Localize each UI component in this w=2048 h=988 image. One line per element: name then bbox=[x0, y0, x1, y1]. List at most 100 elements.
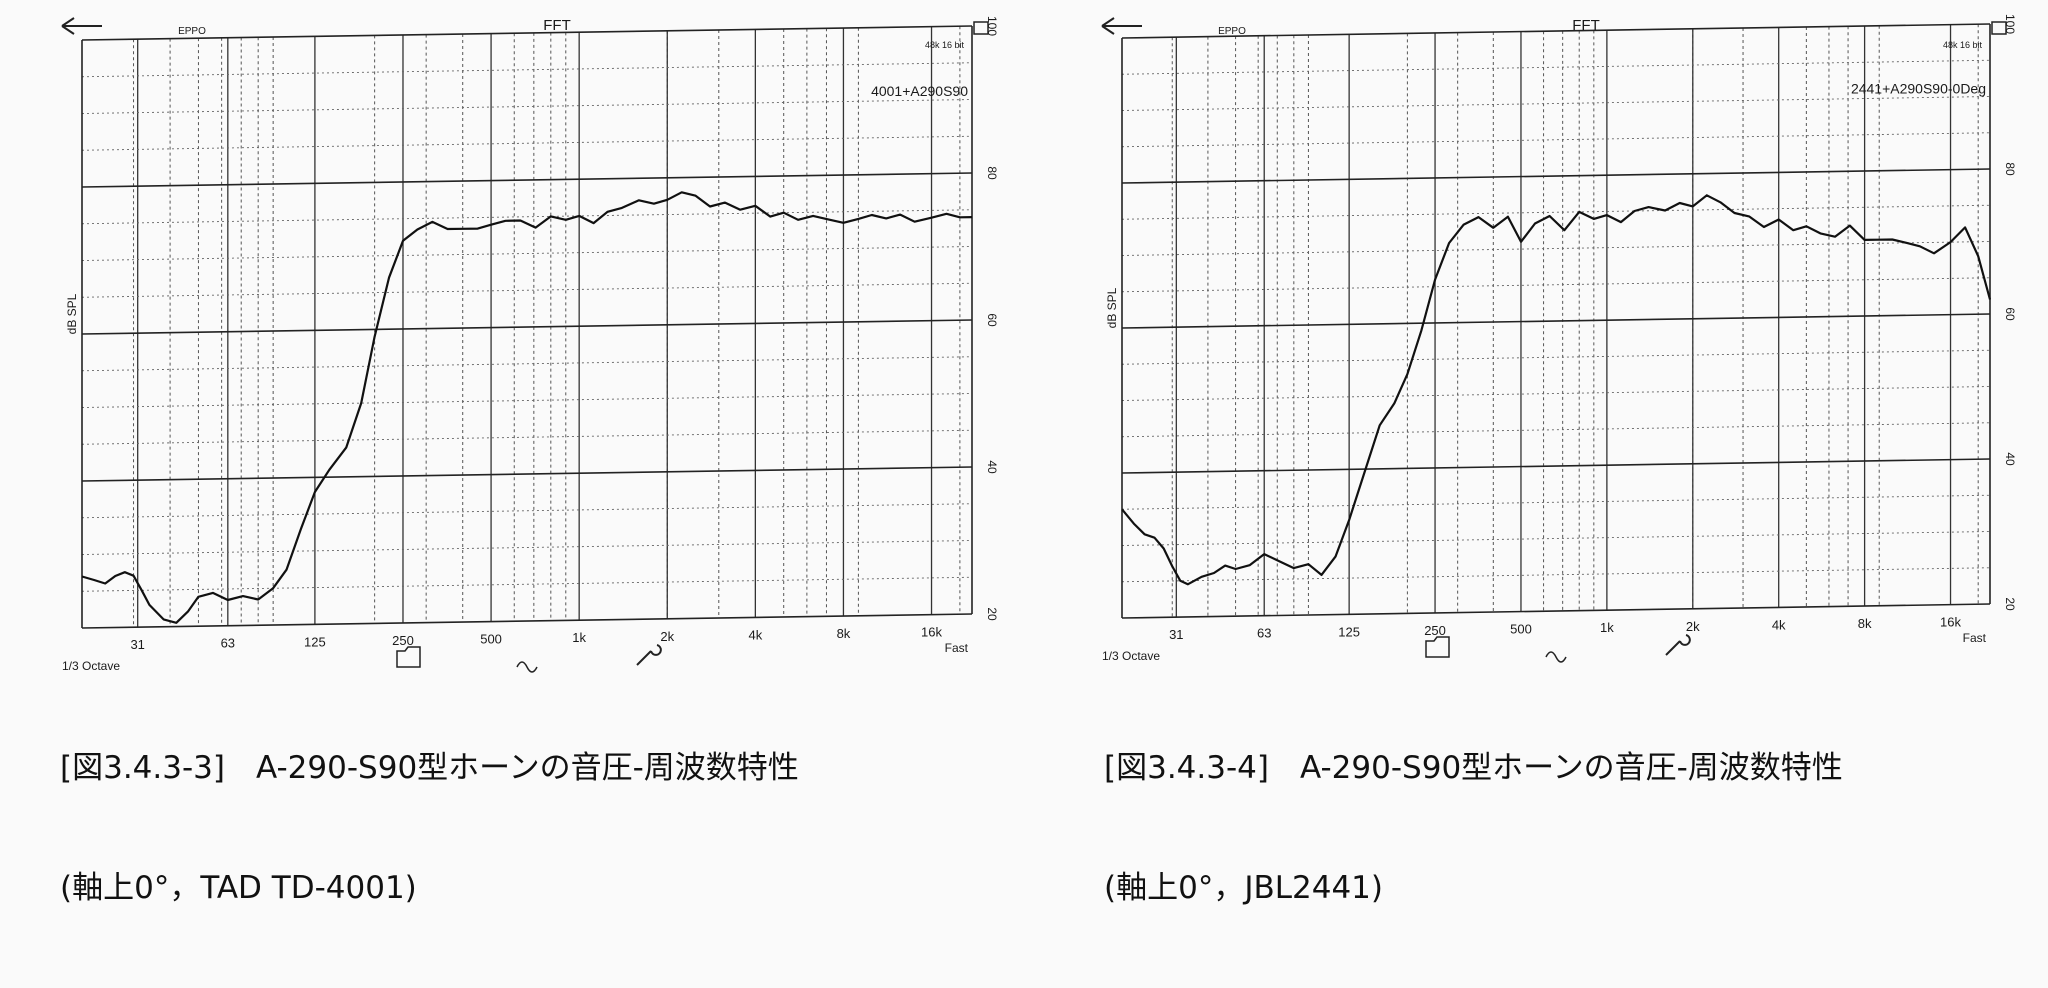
x-tick-label: 4k bbox=[748, 627, 762, 642]
window-icon bbox=[1991, 21, 2007, 35]
header-left-label: EPPO bbox=[1218, 26, 1246, 37]
caption-line-2: (軸上0°，TAD TD-4001) bbox=[60, 870, 417, 906]
back-arrow-icon bbox=[1101, 17, 1142, 35]
octave-label: 1/3 Octave bbox=[1102, 649, 1160, 663]
series-line bbox=[1121, 194, 1992, 586]
grid-line-minor-h bbox=[81, 540, 973, 555]
grid-line-major-h bbox=[81, 319, 973, 335]
x-tick-label: 500 bbox=[1510, 622, 1532, 637]
grid-line-major-h bbox=[81, 466, 973, 482]
fft-chart-right: 31 63 125 250 500 1k 2k 4k 8k 16k 20 40 60 80 100 dB SP… bbox=[1101, 14, 2017, 663]
grid-line-minor-h bbox=[1121, 96, 1991, 111]
grid-line-minor-h bbox=[81, 503, 973, 519]
grid-line-major-h bbox=[1121, 168, 1991, 184]
x-tick-label: 63 bbox=[221, 636, 235, 651]
grid-line-major-h bbox=[1121, 458, 1991, 474]
x-tick-label: 1k bbox=[1600, 620, 1614, 635]
x-tick-label: 31 bbox=[1169, 627, 1183, 642]
grid-line-minor-h bbox=[81, 393, 973, 408]
grid-line-major-h bbox=[1121, 313, 1991, 329]
grid-line-minor-h bbox=[1121, 494, 1991, 510]
caption-line-2: (軸上0°，JBL2441) bbox=[1104, 870, 1383, 906]
grid-line-minor-h bbox=[1121, 241, 1991, 256]
y-tick-label: 60 bbox=[2003, 307, 2017, 321]
grid-line-minor-h bbox=[1121, 386, 1991, 401]
header-left-label: EPPO bbox=[178, 26, 206, 37]
x-tick-label: 125 bbox=[304, 634, 326, 649]
grid-line-major-h bbox=[81, 613, 973, 629]
x-tick-label: 1k bbox=[572, 630, 586, 645]
x-tick-label: 8k bbox=[1858, 616, 1872, 631]
y-axis-label: dB SPL bbox=[65, 293, 79, 334]
chart-title: FFT bbox=[1572, 17, 1600, 34]
grid-line-minor-h bbox=[81, 99, 973, 114]
x-tick-label: 2k bbox=[660, 629, 674, 644]
grid-line-minor-h bbox=[1121, 204, 1991, 220]
x-tick-label: 31 bbox=[130, 637, 144, 652]
x-tick-label: 2k bbox=[1686, 619, 1700, 634]
grid-line-major-h bbox=[81, 25, 973, 41]
chart-title: FFT bbox=[543, 17, 571, 34]
x-tick-labels: 31 63 125 250 500 1k 2k 4k 8k 16k bbox=[1169, 615, 1961, 642]
x-tick-label: 500 bbox=[480, 632, 502, 647]
chart-panel-left: 31 63 125 250 500 1k 2k 4k 8k 16k 20 40 60 80 100 dB SP… bbox=[0, 0, 1024, 906]
grid-line-major-h bbox=[81, 172, 973, 188]
x-tick-labels: 31 63 125 250 500 1k 2k 4k 8k 16k bbox=[130, 625, 942, 652]
octave-label: 1/3 Octave bbox=[62, 659, 120, 673]
grid-line-minor-h bbox=[1121, 531, 1991, 546]
folder-icon bbox=[396, 646, 421, 668]
grid-line-minor-h bbox=[1121, 132, 1991, 148]
grid-line-minor-h bbox=[1121, 422, 1991, 438]
figure-caption-left: [図3.4.3-3] A-290-S90型ホーンの音圧-周波数特性 (軸上0°，… bbox=[60, 668, 799, 988]
y-tick-label: 80 bbox=[2003, 162, 2017, 176]
y-tick-label: 100 bbox=[2003, 14, 2017, 34]
speed-label: Fast bbox=[945, 641, 969, 655]
wrench-icon bbox=[636, 644, 662, 666]
y-tick-label: 60 bbox=[985, 313, 999, 327]
grid bbox=[81, 25, 973, 629]
x-tick-label: 250 bbox=[1424, 623, 1446, 638]
x-tick-label: 8k bbox=[837, 626, 851, 641]
y-axis-label: dB SPL bbox=[1105, 287, 1119, 328]
grid-line-minor-h bbox=[1121, 567, 1991, 583]
caption-line-1: [図3.4.3-3] A-290-S90型ホーンの音圧-周波数特性 bbox=[60, 750, 799, 786]
series-line bbox=[81, 191, 973, 624]
grid-line-minor-h bbox=[1121, 277, 1991, 293]
header-right-label: 48k 16 bit bbox=[1943, 40, 1983, 50]
caption-line-1: [図3.4.3-4] A-290-S90型ホーンの音圧-周波数特性 bbox=[1104, 750, 1843, 786]
chart-panel-right: 31 63 125 250 500 1k 2k 4k 8k 16k 20 40 60 80 100 dB SP… bbox=[1024, 0, 2048, 906]
grid-line-minor-h bbox=[81, 135, 973, 151]
grid-line-minor-h bbox=[81, 356, 973, 372]
y-tick-label: 40 bbox=[985, 460, 999, 474]
back-arrow-icon bbox=[61, 17, 102, 35]
y-tick-label: 80 bbox=[985, 166, 999, 180]
window-icon bbox=[973, 21, 989, 35]
x-tick-label: 125 bbox=[1338, 624, 1360, 639]
x-tick-label: 63 bbox=[1257, 626, 1271, 641]
grid-line-minor-h bbox=[81, 282, 973, 298]
wrench-icon bbox=[1665, 634, 1691, 656]
grid-line-minor-h bbox=[1121, 349, 1991, 365]
grid bbox=[1121, 23, 1991, 619]
y-tick-label: 20 bbox=[985, 607, 999, 621]
folder-icon bbox=[1425, 636, 1450, 658]
x-tick-label: 250 bbox=[392, 633, 414, 648]
grid-line-minor-h bbox=[81, 246, 973, 261]
legend-label: 4001+A290S90 bbox=[871, 83, 968, 99]
x-tick-label: 16k bbox=[1940, 615, 1961, 630]
grid-line-minor-h bbox=[81, 429, 973, 445]
x-tick-label: 16k bbox=[921, 625, 942, 640]
grid-line-minor-h bbox=[81, 209, 973, 225]
speed-label: Fast bbox=[1963, 631, 1987, 645]
grid-line-major-h bbox=[1121, 603, 1991, 619]
grid-line-minor-h bbox=[1121, 59, 1991, 75]
waveform-icon bbox=[516, 661, 538, 673]
header-right-label: 48k 16 bit bbox=[925, 40, 965, 50]
grid-line-major-h bbox=[1121, 23, 1991, 39]
waveform-icon bbox=[1545, 651, 1567, 663]
grid-line-minor-h bbox=[81, 62, 973, 78]
legend-label: 2441+A290S90-0Deg bbox=[1851, 80, 1986, 96]
